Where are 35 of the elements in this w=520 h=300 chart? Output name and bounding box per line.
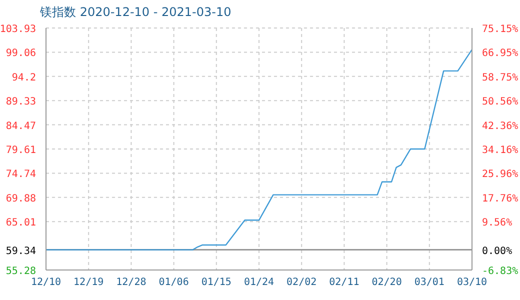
x-tick-label: 03/10	[456, 277, 488, 288]
y2-tick-label: 58.75%	[482, 72, 518, 84]
y2-tick-label: 0.00%	[482, 246, 512, 257]
x-tick-label: 03/01	[414, 277, 444, 288]
y2-tick-label: 9.56%	[482, 218, 512, 229]
y-tick-label: 65.01	[6, 218, 36, 229]
x-tick-label: 01/24	[244, 277, 274, 288]
y-tick-label: 74.74	[6, 169, 36, 180]
x-tick-label: 02/11	[329, 277, 360, 288]
y-tick-label: 103.93	[0, 24, 36, 35]
y-tick-label: 84.47	[6, 120, 36, 132]
y2-tick-label: 25.96%	[482, 169, 518, 180]
y-tick-label: 89.33	[6, 96, 36, 108]
y2-tick-label: 17.76%	[482, 193, 518, 204]
x-tick-label: 12/10	[30, 277, 62, 288]
x-tick-label: 02/02	[286, 277, 317, 288]
y2-tick-label: 75.15%	[482, 24, 518, 35]
y2-tick-label: -6.83%	[482, 266, 518, 277]
x-tick-label: 01/06	[158, 277, 189, 288]
line-series	[46, 48, 472, 250]
x-tick-label: 01/15	[201, 277, 232, 288]
y-tick-label: 94.2	[12, 72, 36, 84]
y2-tick-label: 66.95%	[482, 48, 518, 60]
x-tick-label: 12/28	[116, 277, 146, 288]
y2-tick-label: 42.36%	[482, 120, 518, 132]
y2-tick-label: 50.56%	[482, 96, 518, 108]
x-tick-label: 02/20	[372, 277, 402, 288]
y2-tick-label: 34.16%	[482, 145, 518, 156]
x-tick-label: 12/19	[74, 277, 104, 288]
y-tick-label: 55.28	[6, 266, 36, 277]
y-tick-label: 69.88	[6, 193, 36, 204]
chart-title: 镁指数 2020-12-10 - 2021-03-10	[40, 4, 232, 21]
y-tick-label: 79.61	[6, 144, 36, 156]
y-tick-label: 99.06	[6, 48, 36, 60]
y-tick-label: 59.34	[6, 246, 36, 257]
